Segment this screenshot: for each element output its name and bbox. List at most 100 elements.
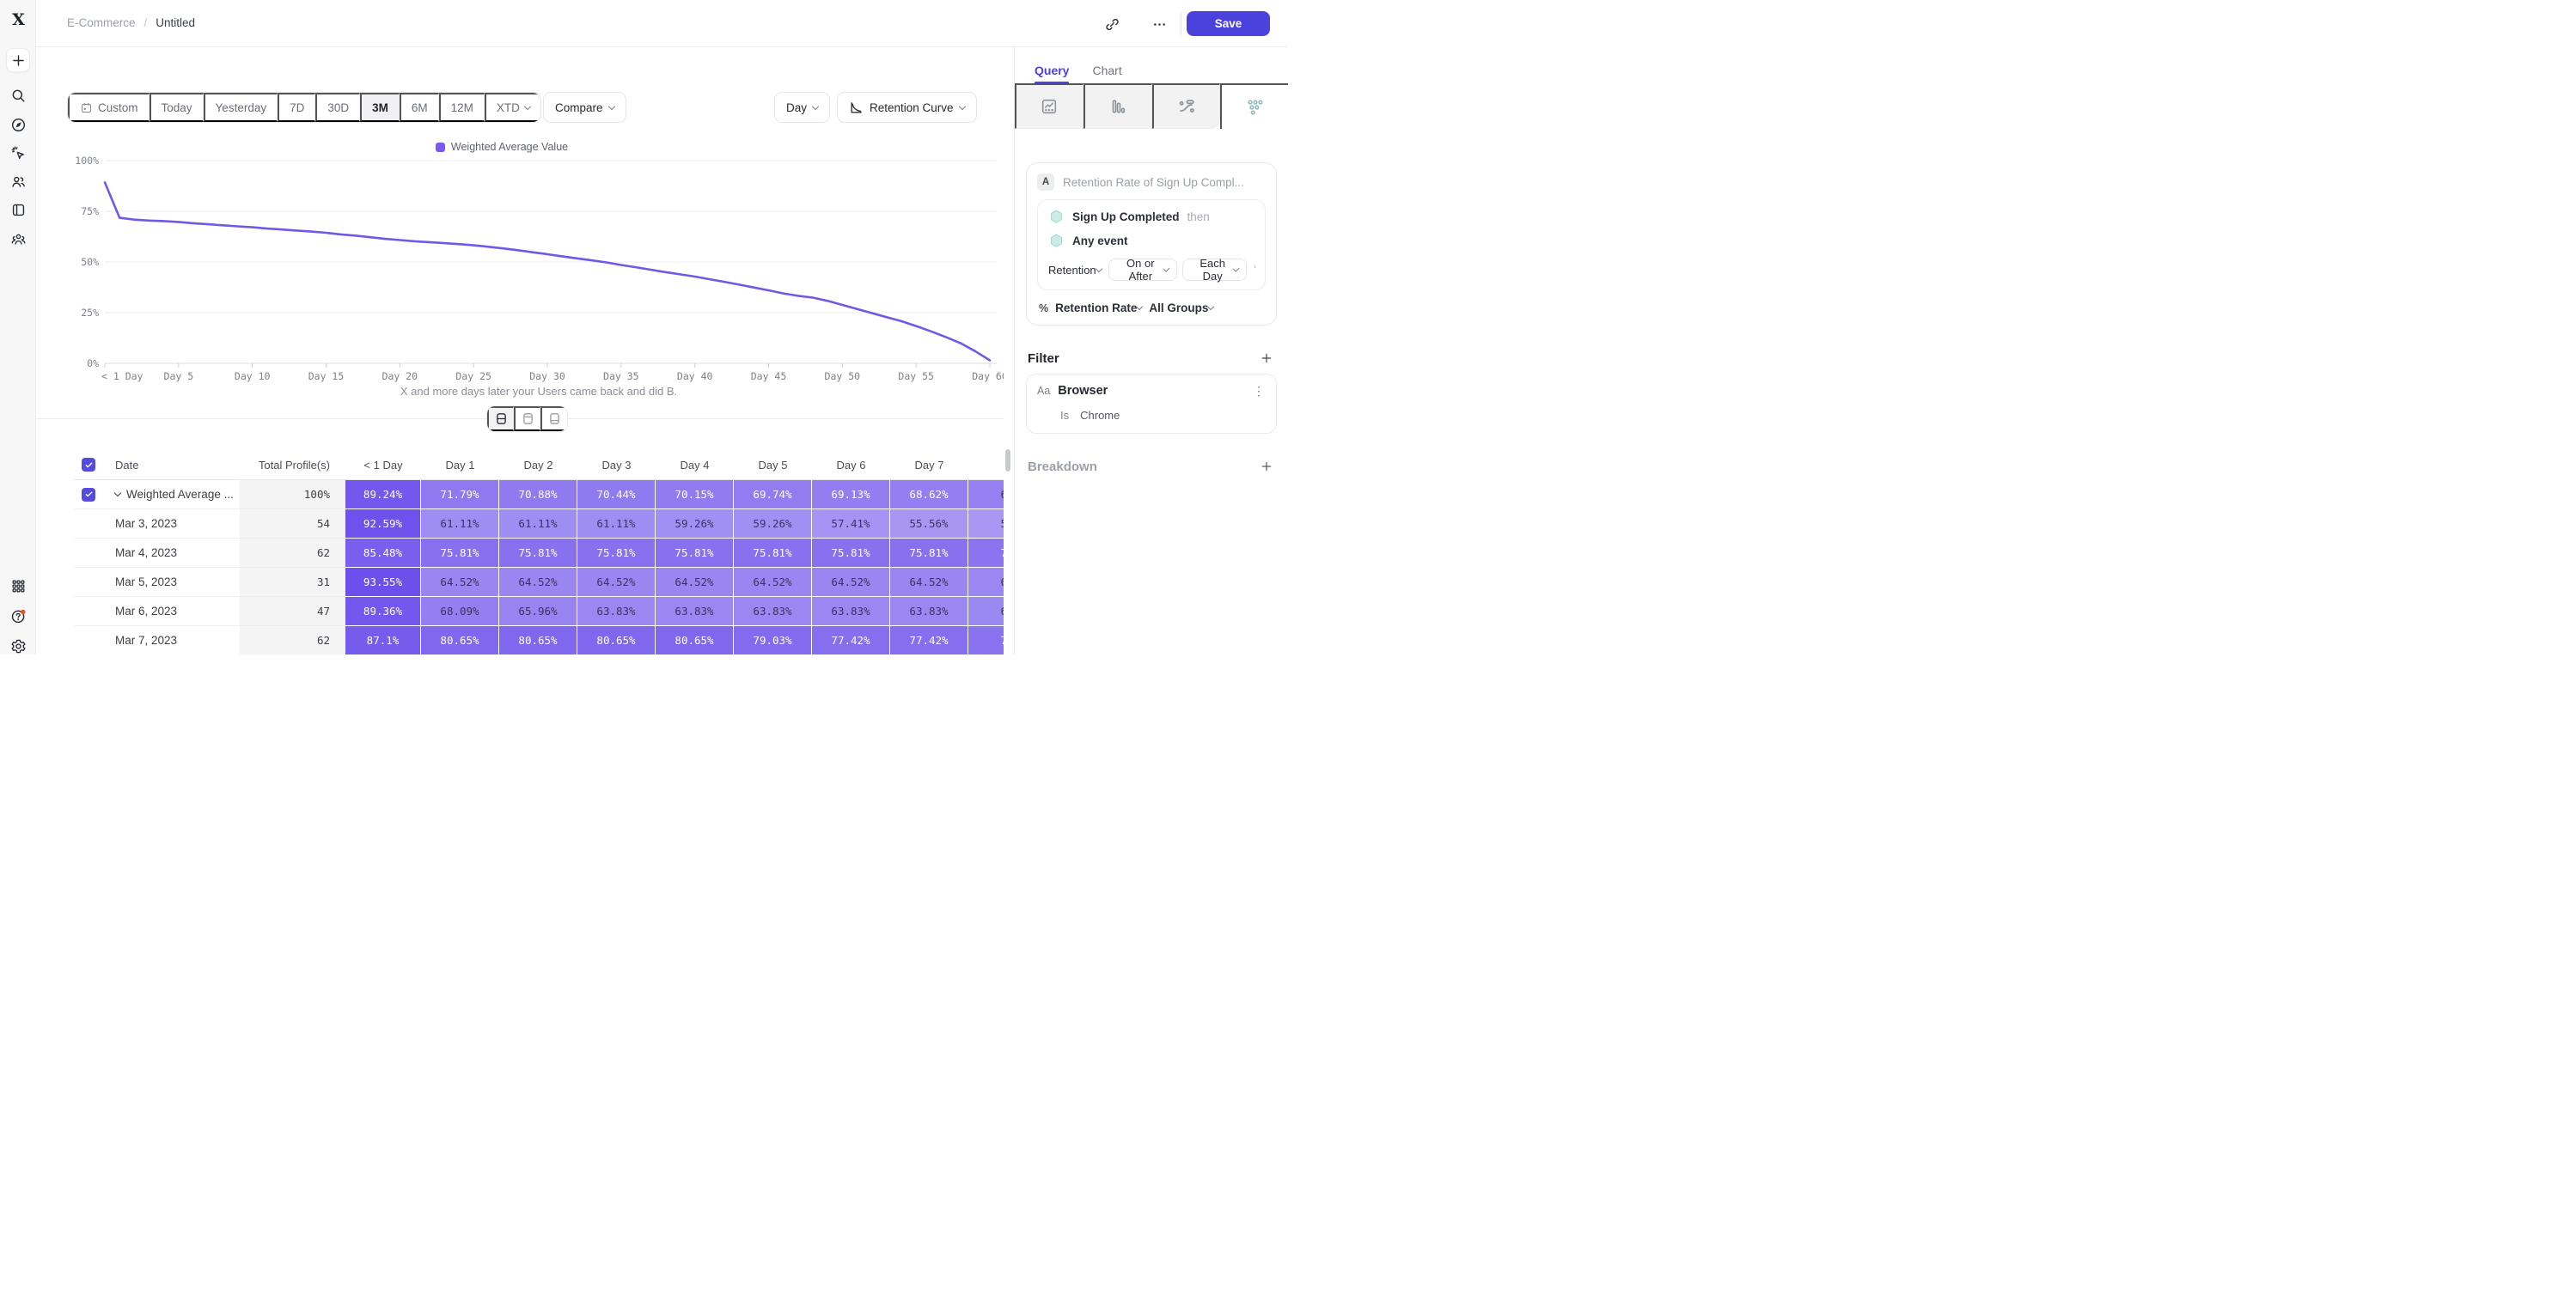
sidebar-item-help-icon[interactable] — [6, 604, 30, 628]
sidebar-item-plus-icon[interactable] — [6, 48, 30, 72]
retention-cell: 61.11% — [577, 509, 656, 539]
chart-type-dropdown[interactable]: Retention Curve — [837, 92, 977, 123]
range-button-yesterday[interactable]: Yesterday — [203, 93, 278, 122]
save-button[interactable]: Save — [1187, 11, 1270, 36]
y-tick-label: 75% — [81, 205, 99, 217]
chart-caption: X and more days later your Users came ba… — [400, 385, 678, 398]
y-tick-label: 50% — [81, 256, 99, 268]
users-icon — [10, 174, 27, 190]
plus-icon — [10, 52, 27, 69]
window-dropdown[interactable]: On or After — [1108, 257, 1178, 283]
retention-cell: 75.81% — [812, 539, 890, 568]
breadcrumb-separator: / — [143, 16, 148, 29]
view-toggle-pane-top-icon[interactable] — [514, 406, 540, 431]
sidebar-item-people-group-icon[interactable] — [6, 227, 30, 251]
interval-dropdown[interactable]: Each Day — [1182, 257, 1248, 283]
filter-property[interactable]: Browser — [1058, 384, 1108, 398]
chart-type-tile-flow-chart-icon[interactable] — [1151, 83, 1221, 129]
sidebar-item-apps-grid-icon[interactable] — [6, 574, 30, 598]
app-logo[interactable]: X — [12, 10, 25, 29]
retention-cell: 75 — [968, 626, 1004, 654]
retention-cell: 75.81% — [656, 539, 734, 568]
chevron-down-icon — [523, 102, 532, 110]
sidebar-item-users-icon[interactable] — [6, 169, 30, 193]
retention-curve-icon — [849, 100, 864, 115]
row-checkbox[interactable] — [82, 487, 95, 502]
retention-line-series[interactable] — [103, 181, 992, 362]
add-filter-button[interactable] — [1258, 350, 1275, 367]
retention-cell: 80.65% — [499, 626, 577, 654]
view-toggle-split-horizontal-icon[interactable] — [487, 406, 514, 431]
event-hexagon-icon — [1048, 209, 1065, 225]
breadcrumb-section[interactable]: E-Commerce — [67, 16, 136, 29]
filter-menu-icon[interactable]: ⋮ — [1253, 384, 1265, 398]
granularity-dropdown[interactable]: Day — [774, 92, 831, 123]
sidebar-item-settings-icon[interactable] — [6, 634, 30, 654]
column-header-day: Day 4 — [656, 450, 734, 480]
range-button-custom[interactable]: Custom — [68, 93, 150, 122]
retention-cell: 89.36% — [345, 597, 421, 626]
retention-cell: 68.62% — [890, 480, 968, 509]
chevron-down-icon — [1207, 302, 1215, 311]
x-tick-label: Day 40 — [677, 370, 713, 382]
range-button-6m[interactable]: 6M — [399, 93, 439, 122]
string-type-icon: Aa — [1037, 385, 1051, 397]
check-icon — [84, 490, 94, 499]
range-button-30d[interactable]: 30D — [315, 93, 361, 122]
retention-mode-dropdown[interactable]: Retention — [1047, 264, 1103, 277]
row-expander-icon[interactable] — [113, 489, 122, 496]
x-tick-label: Day 50 — [825, 370, 861, 382]
more-options-icon[interactable] — [1150, 15, 1169, 33]
retention-cell: 77.42% — [812, 626, 890, 654]
retention-cell: 75.81% — [421, 539, 499, 568]
metric-dropdown[interactable]: Retention Rate — [1055, 301, 1144, 314]
chart-legend[interactable]: Weighted Average Value — [0, 141, 1004, 153]
groups-dropdown[interactable]: All Groups — [1149, 301, 1215, 314]
filter-operator[interactable]: Is — [1060, 409, 1070, 422]
range-button-7d[interactable]: 7D — [278, 93, 316, 122]
row-label-cell: Weighted Average ... — [113, 480, 240, 509]
panel-tab-chart[interactable]: Chart — [1092, 48, 1121, 83]
total-profiles-cell: 62 — [240, 539, 345, 568]
row-label: Weighted Average ... — [126, 488, 234, 501]
retention-cell: 69.13% — [812, 480, 890, 509]
row-label: Mar 3, 2023 — [115, 517, 178, 530]
range-label: 3M — [372, 100, 388, 114]
retention-cell: 57.41% — [812, 509, 890, 539]
chart-type-tile-bar-chart-icon[interactable] — [1083, 83, 1152, 129]
range-button-12m[interactable]: 12M — [438, 93, 485, 122]
sidebar-item-notebook-icon[interactable] — [6, 198, 30, 222]
breadcrumb-page-title[interactable]: Untitled — [156, 16, 196, 29]
chart-type-tile-retention-grid-icon[interactable] — [1220, 83, 1288, 129]
pointer-sparkle-icon — [10, 145, 27, 161]
table-scrollbar-thumb[interactable] — [1005, 449, 1010, 472]
view-toggle-pane-bottom-icon[interactable] — [540, 406, 567, 431]
pane-bottom-icon — [547, 411, 562, 426]
sidebar-item-pointer-sparkle-icon[interactable] — [6, 141, 30, 165]
compare-button[interactable]: Compare — [543, 92, 626, 123]
retention-cell: 59.26% — [656, 509, 734, 539]
chart-type-tile-line-chart-icon[interactable] — [1015, 83, 1084, 129]
column-header-total: Total Profile(s) — [240, 450, 345, 480]
range-button-xtd[interactable]: XTD — [484, 93, 540, 122]
event-b-name[interactable]: Any event — [1072, 234, 1128, 247]
x-tick-label: Day 25 — [455, 370, 491, 382]
share-link-icon[interactable] — [1102, 15, 1121, 33]
retention-cell: 80.65% — [421, 626, 499, 654]
select-all-checkbox[interactable] — [82, 458, 95, 472]
help-icon — [10, 608, 27, 624]
retention-cell: 55.56% — [890, 509, 968, 539]
range-label: Yesterday — [215, 100, 267, 114]
compass-icon — [10, 117, 27, 133]
row-checkbox-cell — [74, 568, 115, 597]
sidebar-item-search-icon[interactable] — [6, 83, 30, 107]
query-title[interactable]: Retention Rate of Sign Up Compl... — [1063, 175, 1244, 189]
panel-tab-query[interactable]: Query — [1035, 48, 1070, 84]
sidebar-item-compass-icon[interactable] — [6, 113, 30, 137]
range-button-3m[interactable]: 3M — [360, 93, 400, 122]
event-a-name[interactable]: Sign Up Completed — [1072, 210, 1180, 223]
range-button-today[interactable]: Today — [149, 93, 204, 122]
retention-cell: 61.11% — [421, 509, 499, 539]
add-breakdown-button[interactable] — [1258, 458, 1275, 475]
filter-value[interactable]: Chrome — [1080, 409, 1120, 422]
